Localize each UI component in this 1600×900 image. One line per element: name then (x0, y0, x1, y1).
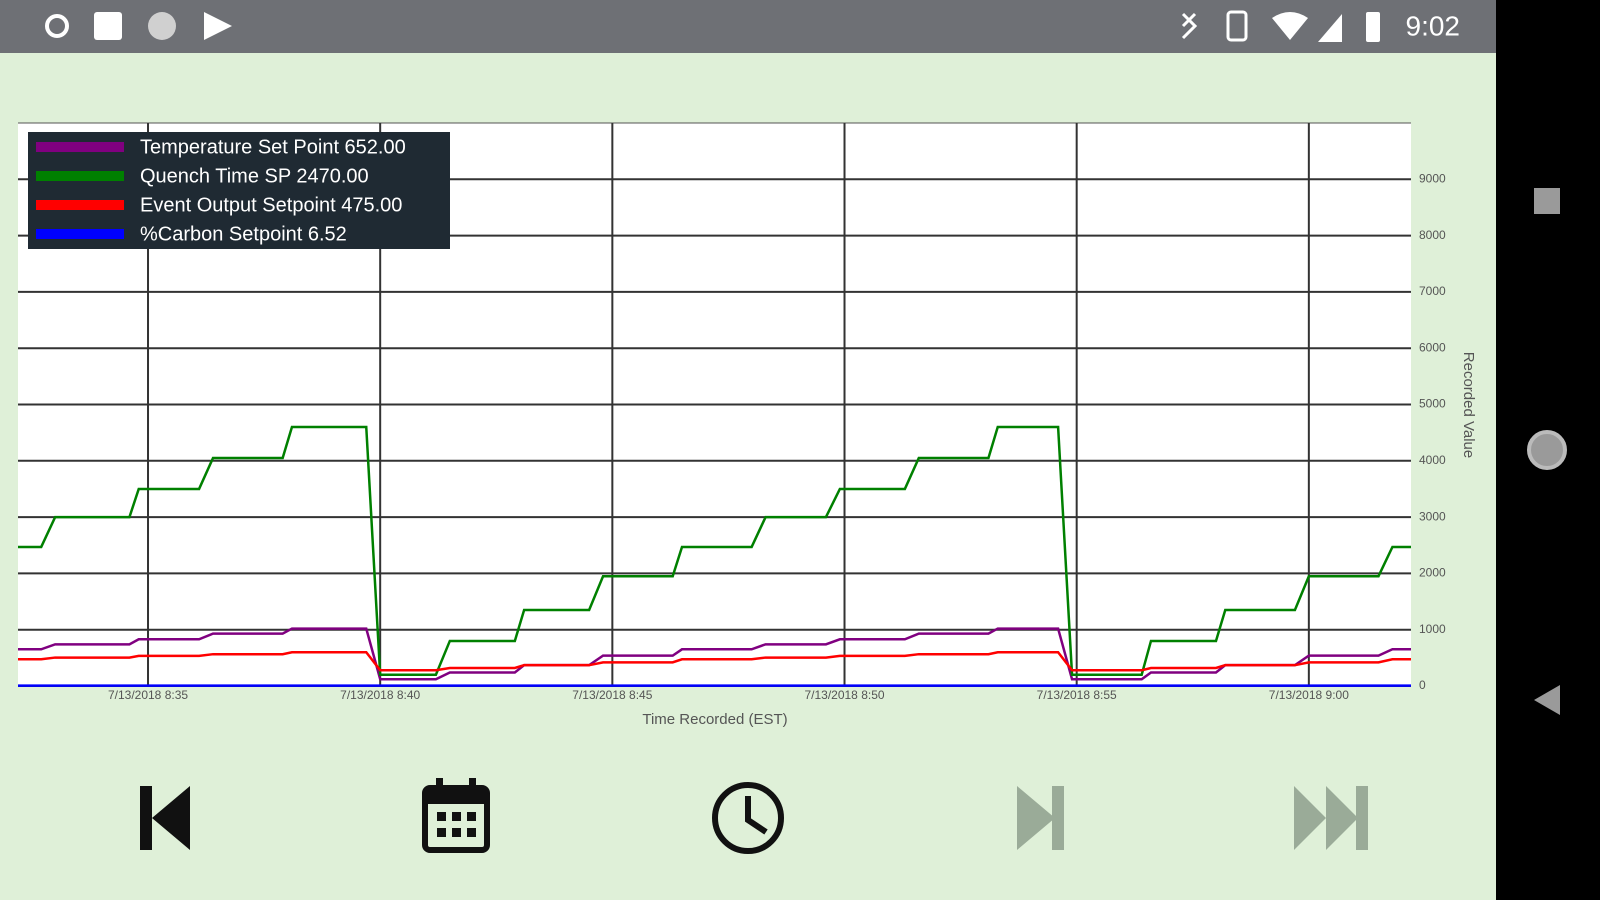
time-button[interactable] (712, 782, 784, 854)
y-tick-label: 6000 (1419, 340, 1446, 354)
recents-button[interactable] (1534, 188, 1560, 214)
series-line (18, 627, 1411, 681)
y-tick-label: 1000 (1419, 622, 1446, 636)
x-tick-label: 7/13/2018 8:35 (108, 688, 188, 702)
legend-label: %Carbon Setpoint 6.52 (140, 223, 347, 245)
legend-label: Temperature Set Point 652.00 (140, 136, 406, 158)
legend-swatch (36, 142, 124, 152)
next-button[interactable] (1017, 786, 1064, 850)
legend-swatch (36, 229, 124, 239)
legend-label: Event Output Setpoint 475.00 (140, 194, 402, 216)
x-tick-label: 7/13/2018 8:55 (1037, 688, 1117, 702)
legend-label: Quench Time SP 2470.00 (140, 165, 369, 187)
y-tick-label: 5000 (1419, 397, 1446, 411)
y-tick-label: 2000 (1419, 566, 1446, 580)
home-button[interactable] (1527, 430, 1567, 470)
x-tick-label: 7/13/2018 8:40 (340, 688, 420, 702)
x-tick-label: 7/13/2018 8:50 (804, 688, 884, 702)
first-button[interactable] (140, 786, 190, 850)
series-line (18, 425, 1411, 676)
legend-swatch (36, 200, 124, 210)
calendar-button[interactable] (422, 778, 490, 853)
x-tick-label: 7/13/2018 8:45 (572, 688, 652, 702)
legend: Temperature Set Point 652.00 Quench Time … (28, 132, 450, 249)
back-button[interactable] (1534, 685, 1560, 715)
clock-time: 9:02 (1406, 10, 1461, 41)
y-axis-title: Recorded Value (1460, 352, 1477, 458)
y-tick-label: 3000 (1419, 509, 1446, 523)
y-tick-label: 7000 (1419, 284, 1446, 298)
y-tick-label: 8000 (1419, 228, 1446, 242)
y-tick-label: 9000 (1419, 171, 1446, 185)
series-line (18, 650, 1411, 672)
legend-swatch (36, 171, 124, 181)
last-button[interactable] (1294, 786, 1368, 850)
y-tick-label: 0 (1419, 678, 1426, 692)
x-axis-title: Time Recorded (EST) (642, 711, 787, 728)
x-tick-label: 7/13/2018 9:00 (1269, 688, 1349, 702)
status-icons (45, 10, 1380, 42)
y-tick-label: 4000 (1419, 453, 1446, 467)
